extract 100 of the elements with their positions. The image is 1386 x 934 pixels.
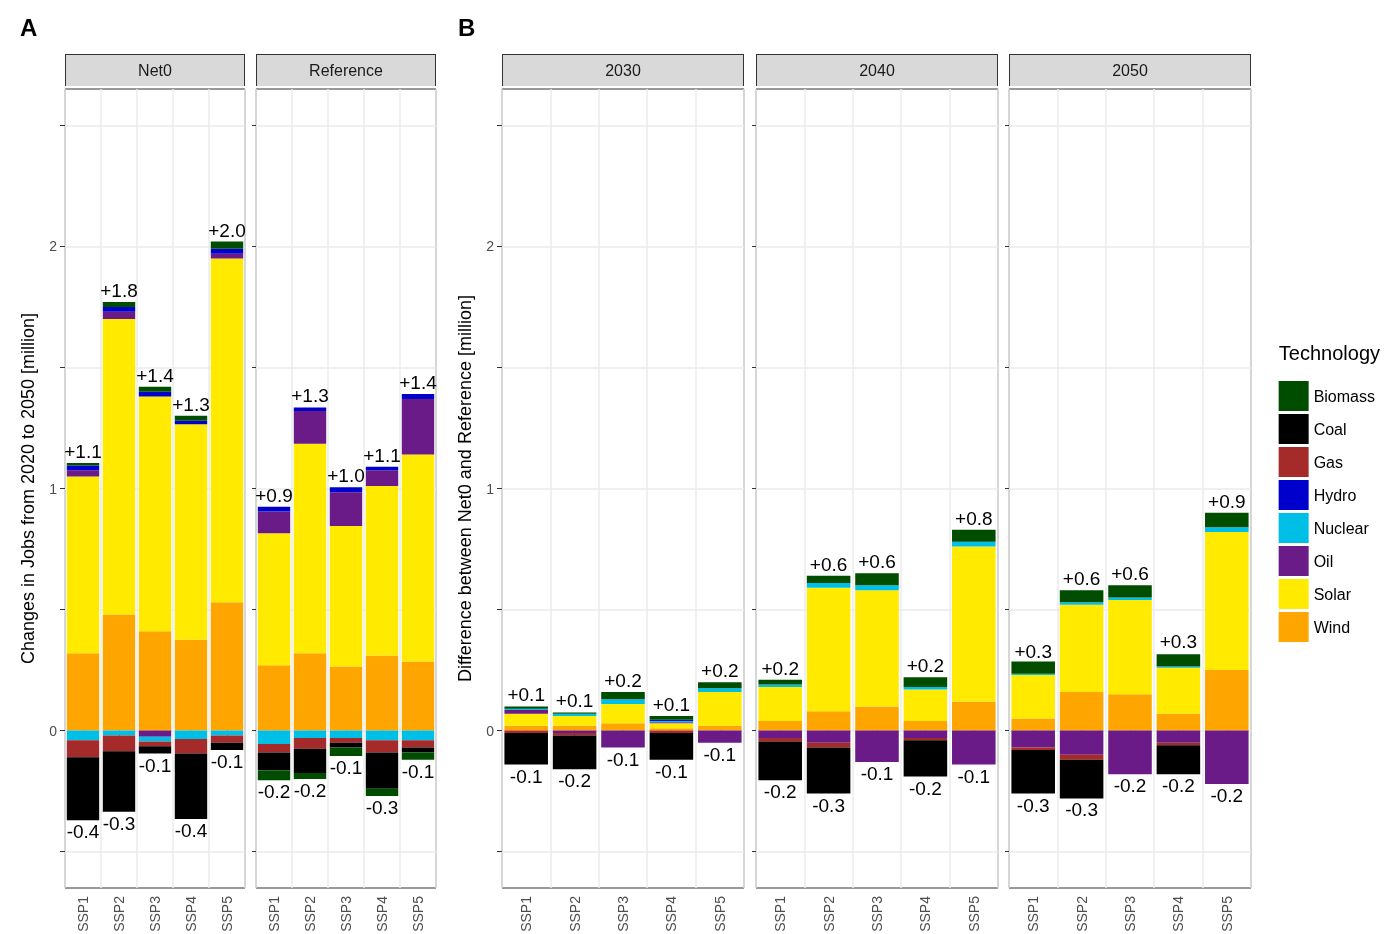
bar [102, 614, 136, 731]
annotation: +0.6 [858, 551, 896, 573]
chart-title: 2050 [1009, 54, 1251, 86]
bar [293, 443, 327, 654]
bar [601, 699, 645, 704]
bar [698, 691, 742, 726]
bar [1011, 730, 1055, 748]
annotation: -0.3 [1016, 794, 1050, 816]
annotation: -0.1 [703, 743, 737, 765]
bar [174, 739, 208, 754]
annotation: -0.1 [210, 750, 244, 772]
bar [855, 706, 899, 731]
bar [257, 752, 291, 771]
bar [806, 742, 851, 748]
annotation: +2.0 [208, 219, 246, 241]
bar [649, 723, 694, 729]
bar [1205, 512, 1249, 528]
bar [174, 753, 208, 819]
bar [855, 730, 899, 763]
bar [138, 746, 172, 754]
bar [855, 585, 899, 591]
bar [903, 677, 948, 688]
legend-label: Hydro [1313, 486, 1357, 504]
annotation: -0.1 [329, 757, 363, 779]
bar [329, 737, 363, 743]
legend-label: Wind [1313, 618, 1351, 636]
annotation: +1.1 [363, 444, 401, 466]
annotation: +0.2 [761, 657, 799, 679]
bar [952, 541, 996, 547]
y-axis-title: Difference between Net0 and Reference [million] [455, 295, 475, 682]
bar [365, 730, 399, 741]
bar [1108, 597, 1152, 600]
bar [952, 701, 996, 731]
bar [1011, 674, 1055, 719]
bar [329, 526, 363, 667]
y-axis-title: Changes in Jobs from 2020 to 2050 [million] [18, 312, 38, 665]
x-tick-label: SSP1 [1025, 895, 1042, 932]
annotation: -0.1 [606, 748, 640, 770]
bar [504, 725, 548, 731]
y-tick-label: 1 [486, 480, 495, 497]
bar [1011, 718, 1055, 731]
bar [1205, 670, 1249, 731]
bar [401, 730, 435, 741]
bar [293, 748, 327, 773]
annotation: +0.3 [1159, 631, 1198, 653]
annotation: +0.6 [1062, 568, 1101, 590]
bar [758, 737, 802, 742]
bar [1011, 749, 1055, 794]
x-tick-label: SSP4 [374, 895, 390, 932]
annotation: +0.6 [809, 553, 848, 575]
chart-title: Net0 [65, 54, 245, 86]
annotation: -0.2 [1162, 775, 1195, 797]
bar [1059, 590, 1104, 603]
bar [1156, 667, 1201, 714]
bar [293, 772, 327, 780]
annotation: -0.1 [957, 765, 991, 787]
bar [698, 682, 742, 689]
bar [138, 396, 172, 632]
annotation: -0.1 [655, 760, 688, 782]
y-tick-label: 2 [49, 238, 58, 255]
bar [210, 735, 244, 743]
annotation: -0.2 [909, 777, 942, 799]
bar [1108, 694, 1152, 731]
bar [698, 688, 742, 692]
x-tick-label: SSP5 [410, 895, 426, 932]
bar [601, 723, 645, 731]
bar [806, 711, 851, 731]
bar [257, 511, 291, 534]
annotation: +1.8 [100, 280, 138, 302]
bar [649, 733, 694, 760]
annotation: -0.3 [812, 794, 845, 816]
annotation: -0.1 [860, 763, 894, 785]
bar [806, 747, 851, 794]
bar [1059, 602, 1104, 605]
bar [401, 661, 435, 731]
bar [1108, 585, 1152, 598]
x-tick-label: SSP5 [1218, 895, 1235, 932]
annotation: +0.1 [507, 684, 545, 706]
annotation: -0.3 [1065, 799, 1098, 821]
bar [174, 415, 208, 421]
bar [806, 575, 851, 583]
bar [601, 730, 645, 748]
x-tick-label: SSP1 [772, 895, 789, 932]
x-tick-label: SSP2 [302, 895, 318, 932]
x-tick-label: SSP4 [663, 895, 680, 932]
bar [903, 689, 948, 721]
bar [293, 653, 327, 731]
bar [1011, 661, 1055, 674]
annotation: -0.2 [558, 770, 591, 792]
bar [401, 454, 435, 662]
bar [601, 703, 645, 724]
x-tick-label: SSP4 [183, 895, 199, 932]
bar [806, 587, 851, 712]
bar [138, 736, 172, 742]
x-tick-label: SSP5 [219, 895, 235, 932]
bar [66, 470, 100, 477]
bar [758, 687, 802, 721]
annotation: +1.1 [64, 441, 102, 463]
bar [903, 740, 948, 777]
bar [1156, 730, 1201, 743]
